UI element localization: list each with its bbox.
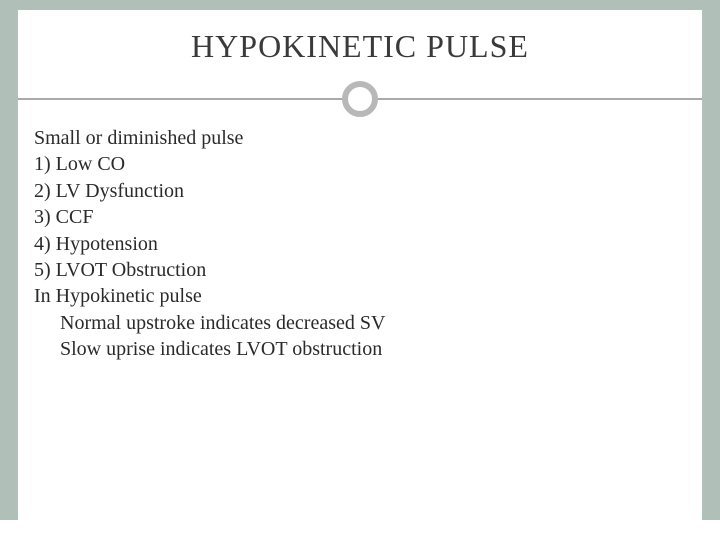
body-line: Small or diminished pulse (34, 125, 686, 151)
body-line: 5) LVOT Obstruction (34, 257, 686, 283)
body-line-indent: Normal upstroke indicates decreased SV (34, 310, 686, 336)
body-line: 3) CCF (34, 204, 686, 230)
body-line: 2) LV Dysfunction (34, 178, 686, 204)
body-line: 4) Hypotension (34, 231, 686, 257)
body-line: 1) Low CO (34, 151, 686, 177)
slide-body: Small or diminished pulse 1) Low CO 2) L… (18, 125, 702, 363)
divider-circle-icon (342, 81, 378, 117)
body-line-indent: Slow uprise indicates LVOT obstruction (34, 336, 686, 362)
title-divider (18, 77, 702, 121)
body-line: In Hypokinetic pulse (34, 283, 686, 309)
slide-container: HYPOKINETIC PULSE Small or diminished pu… (18, 10, 702, 520)
slide-title: HYPOKINETIC PULSE (18, 10, 702, 77)
bottom-bar (0, 520, 720, 540)
